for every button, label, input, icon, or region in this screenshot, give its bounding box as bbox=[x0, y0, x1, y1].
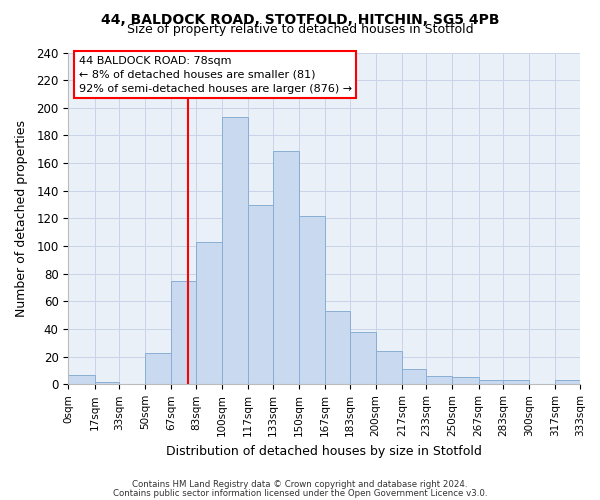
Bar bbox=[503, 380, 529, 384]
Bar bbox=[248, 204, 273, 384]
Bar bbox=[222, 118, 248, 384]
Bar bbox=[556, 380, 580, 384]
Bar bbox=[68, 374, 95, 384]
Bar bbox=[427, 376, 452, 384]
Bar bbox=[479, 380, 503, 384]
X-axis label: Distribution of detached houses by size in Stotfold: Distribution of detached houses by size … bbox=[166, 444, 482, 458]
Bar bbox=[376, 351, 402, 384]
Bar bbox=[273, 150, 299, 384]
Text: Contains HM Land Registry data © Crown copyright and database right 2024.: Contains HM Land Registry data © Crown c… bbox=[132, 480, 468, 489]
Bar bbox=[95, 382, 119, 384]
Text: Size of property relative to detached houses in Stotfold: Size of property relative to detached ho… bbox=[127, 22, 473, 36]
Bar bbox=[402, 369, 427, 384]
Y-axis label: Number of detached properties: Number of detached properties bbox=[15, 120, 28, 317]
Bar bbox=[172, 280, 196, 384]
Bar bbox=[325, 311, 350, 384]
Bar bbox=[350, 332, 376, 384]
Bar bbox=[145, 352, 172, 384]
Bar bbox=[452, 378, 479, 384]
Text: 44, BALDOCK ROAD, STOTFOLD, HITCHIN, SG5 4PB: 44, BALDOCK ROAD, STOTFOLD, HITCHIN, SG5… bbox=[101, 12, 499, 26]
Bar bbox=[196, 242, 222, 384]
Text: 44 BALDOCK ROAD: 78sqm
← 8% of detached houses are smaller (81)
92% of semi-deta: 44 BALDOCK ROAD: 78sqm ← 8% of detached … bbox=[79, 56, 352, 94]
Text: Contains public sector information licensed under the Open Government Licence v3: Contains public sector information licen… bbox=[113, 488, 487, 498]
Bar bbox=[299, 216, 325, 384]
